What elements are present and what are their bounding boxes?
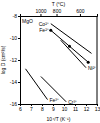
series-label: Ni²⁺ [88,65,96,71]
series-line [61,40,86,67]
tick-mark [57,14,58,16]
tick: -10 [10,35,20,41]
marker [68,45,71,48]
tick-label: 1000 [35,8,46,14]
tick-label: -14 [10,79,17,85]
marker [87,61,90,64]
tick-mark [18,104,20,105]
y-axis-title: log D (cm²/s) [0,45,6,74]
x-axis-title: 10⁴/T (K⁻¹) [47,116,71,122]
frame [97,16,98,104]
marks [26,24,92,102]
tick-label: 13 [95,106,100,112]
tick-label: -10 [10,35,17,41]
series-label: Fe³⁺ [50,97,60,103]
x2-axis: 1000 800 600 [21,8,98,17]
x2-axis-title: T (°C) [52,1,66,7]
tick: 800 [53,8,62,16]
tick-mark [40,14,41,16]
series-line [51,30,88,62]
tick-mark [18,82,20,83]
tick: 1000 [35,8,46,16]
tick-label: -8 [13,13,18,19]
tick-label: -16 [10,101,17,107]
tick-mark [18,16,20,17]
tick: -8 [13,13,20,19]
tick: -12 [10,57,20,63]
tick: 9 [52,104,55,112]
tick-label: 800 [53,8,62,14]
tick-label: 9 [52,106,55,112]
series-label: Cr³⁺ [68,99,77,105]
tick: 8 [41,104,44,112]
tick-mark [18,38,20,39]
y-axis: -16 -14 -12 -10 -8 [10,13,21,107]
series-label: Fe²⁺ [39,27,49,33]
tick-label: 11 [73,106,78,112]
tick-label: -12 [10,57,17,63]
tick: 10 [62,104,68,112]
tick: 12 [84,104,90,112]
tick-label: 7 [30,106,33,112]
tick-label: 10 [62,106,68,112]
tick: -16 [10,101,20,107]
tick-label: 600 [76,8,85,14]
series-line [51,24,92,54]
plot: 6 7 8 9 10 11 12 13 -16 -14 -12 -10 -8 1000 800 600 Co²⁺… [10,8,100,112]
tick: 11 [73,104,78,112]
tick: 7 [30,104,33,112]
labels: Co²⁺Fe²⁺ Ni²⁺ Fe³⁺ Cr³⁺ MgO [22,18,96,105]
chart: 6 7 8 9 10 11 12 13 -16 -14 -12 -10 -8 1000 800 600 Co²⁺… [0,0,100,123]
tick: -14 [10,79,20,85]
axis-line [18,17,21,105]
series-line [41,77,66,102]
tick: 13 [95,104,100,112]
tick: 600 [76,8,85,16]
series-line [26,69,48,100]
tick-label: 6 [19,106,22,112]
series-label: Co²⁺ [39,21,49,27]
annotation: MgO [22,18,33,24]
tick-label: 12 [84,106,90,112]
tick: 6 [19,104,22,112]
tick-label: 8 [41,106,44,112]
x-axis: 6 7 8 9 10 11 12 13 [19,104,100,112]
tick-mark [18,60,20,61]
marker [49,29,52,32]
tick-mark [80,14,81,16]
axis-line [21,14,98,17]
